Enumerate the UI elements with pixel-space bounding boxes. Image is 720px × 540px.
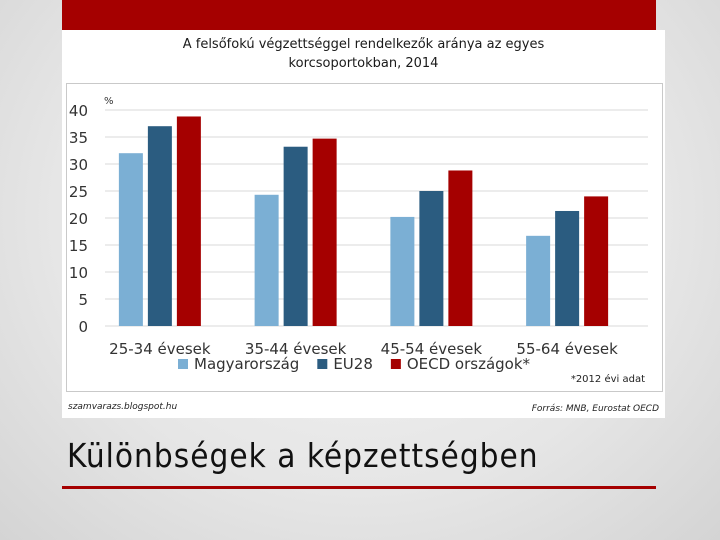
legend-label: EU28 bbox=[333, 355, 373, 373]
footnote-asterisk: *2012 évi adat bbox=[570, 374, 645, 385]
x-tick-label: 25-34 évesek bbox=[109, 340, 211, 358]
plot-frame bbox=[66, 83, 663, 392]
source-credit: Forrás: MNB, Eurostat OECD bbox=[531, 404, 659, 414]
y-axis-unit-label: % bbox=[104, 96, 114, 107]
x-tick-label: 45-54 évesek bbox=[381, 340, 483, 358]
title-underline bbox=[62, 486, 656, 489]
bar bbox=[526, 235, 551, 326]
bar bbox=[419, 191, 444, 326]
legend-label: Magyarország bbox=[194, 355, 299, 373]
bar bbox=[448, 170, 473, 326]
y-tick-label: 15 bbox=[69, 237, 88, 255]
legend-swatch bbox=[317, 359, 328, 369]
y-tick-label: 10 bbox=[69, 264, 88, 282]
chart-title: A felsőfokú végzettséggel rendelkezők ar… bbox=[62, 35, 665, 73]
bar bbox=[312, 138, 337, 326]
bar bbox=[390, 216, 415, 326]
bar bbox=[584, 196, 609, 326]
y-tick-label: 20 bbox=[69, 210, 88, 228]
x-tick-label: 35-44 évesek bbox=[245, 340, 347, 358]
chart-title-line-1: A felsőfokú végzettséggel rendelkezők ar… bbox=[182, 37, 545, 52]
legend-swatch bbox=[390, 359, 401, 369]
y-tick-label: 0 bbox=[78, 318, 88, 336]
y-tick-label: 5 bbox=[78, 291, 88, 309]
bar bbox=[254, 194, 279, 326]
slide-title: Különbségek a képzettségben bbox=[67, 436, 539, 475]
y-tick-label: 35 bbox=[69, 129, 88, 147]
chart-title-line-2: korcsoportokban, 2014 bbox=[288, 56, 439, 71]
source-website: szamvarazs.blogspot.hu bbox=[68, 402, 178, 412]
top-accent-bar bbox=[62, 0, 656, 30]
y-tick-label: 30 bbox=[69, 156, 88, 174]
bar bbox=[555, 210, 580, 326]
bar bbox=[283, 146, 308, 326]
legend-label: OECD országok* bbox=[407, 355, 531, 373]
chart-panel: A felsőfokú végzettséggel rendelkezők ar… bbox=[62, 30, 665, 418]
legend-swatch bbox=[178, 359, 188, 369]
bar bbox=[118, 153, 143, 326]
bar-chart: 0 5 10 15 20 25 30 35 40% 25-34 évesek 35-44 évese… bbox=[69, 96, 648, 373]
x-tick-label: 55-64 évesek bbox=[516, 340, 618, 358]
bar bbox=[176, 116, 201, 326]
y-tick-label: 40 bbox=[69, 102, 88, 120]
bar bbox=[147, 126, 172, 326]
y-tick-label: 25 bbox=[69, 183, 88, 201]
